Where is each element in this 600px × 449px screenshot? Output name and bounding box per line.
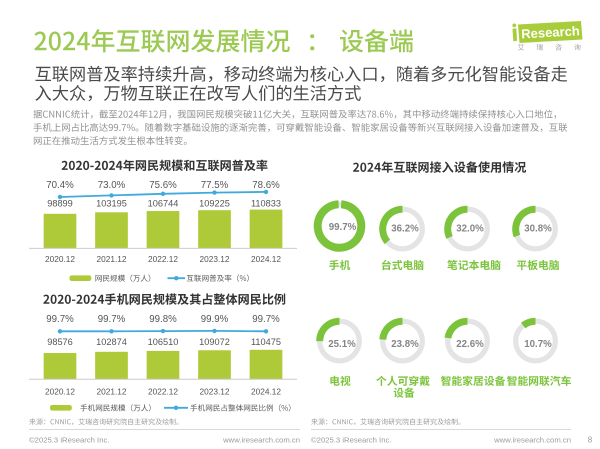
svg-text:©2025.3 iResearch Inc.: ©2025.3 iResearch Inc. [311, 435, 391, 444]
svg-text:30.8%: 30.8% [524, 224, 552, 235]
svg-text:36.2%: 36.2% [391, 224, 419, 235]
svg-text:22.6%: 22.6% [456, 339, 484, 350]
svg-text:99.8%: 99.8% [149, 314, 177, 325]
svg-text:32.0%: 32.0% [456, 224, 484, 235]
svg-text:10.7%: 10.7% [524, 339, 552, 350]
svg-text:99.7%: 99.7% [252, 314, 280, 325]
svg-text:70.4%: 70.4% [46, 180, 74, 191]
svg-text:2023.12: 2023.12 [200, 254, 230, 264]
svg-text:99.7%: 99.7% [46, 314, 74, 325]
svg-text:www.iresearch.com.cn: www.iresearch.com.cn [493, 435, 571, 444]
svg-text:109225: 109225 [199, 198, 230, 208]
svg-text:2022.12: 2022.12 [148, 386, 178, 396]
svg-text:www.iresearch.com.cn: www.iresearch.com.cn [222, 435, 300, 444]
svg-text:106744: 106744 [148, 198, 179, 208]
svg-text:99.9%: 99.9% [201, 314, 229, 325]
svg-text:73.0%: 73.0% [98, 180, 126, 191]
svg-text:2022.12: 2022.12 [148, 254, 178, 264]
svg-text:110833: 110833 [251, 198, 281, 208]
svg-text:109072: 109072 [199, 337, 230, 347]
svg-text:2020.12: 2020.12 [45, 254, 75, 264]
svg-text:2023.12: 2023.12 [200, 386, 230, 396]
svg-text:2024.12: 2024.12 [251, 386, 281, 396]
svg-text:98576: 98576 [47, 337, 73, 347]
svg-text:98899: 98899 [47, 198, 73, 208]
svg-text:99.7%: 99.7% [98, 314, 126, 325]
svg-text:2021.12: 2021.12 [97, 386, 127, 396]
svg-text:99.7%: 99.7% [329, 222, 357, 233]
svg-text:75.6%: 75.6% [149, 180, 177, 191]
svg-text:78.6%: 78.6% [252, 180, 280, 191]
svg-text:103195: 103195 [96, 198, 127, 208]
svg-text:2020.12: 2020.12 [45, 386, 75, 396]
svg-text:106510: 106510 [148, 337, 179, 347]
svg-text:23.8%: 23.8% [391, 339, 419, 350]
svg-text:©2025.3 iResearch Inc.: ©2025.3 iResearch Inc. [29, 435, 109, 444]
svg-text:Research: Research [521, 23, 580, 41]
svg-text:25.1%: 25.1% [328, 339, 356, 350]
svg-text:8: 8 [588, 436, 593, 445]
svg-text:77.5%: 77.5% [201, 180, 229, 191]
svg-text:102874: 102874 [96, 337, 127, 347]
svg-text:2024.12: 2024.12 [251, 254, 281, 264]
svg-text:2021.12: 2021.12 [97, 254, 127, 264]
svg-text:110475: 110475 [251, 337, 281, 347]
